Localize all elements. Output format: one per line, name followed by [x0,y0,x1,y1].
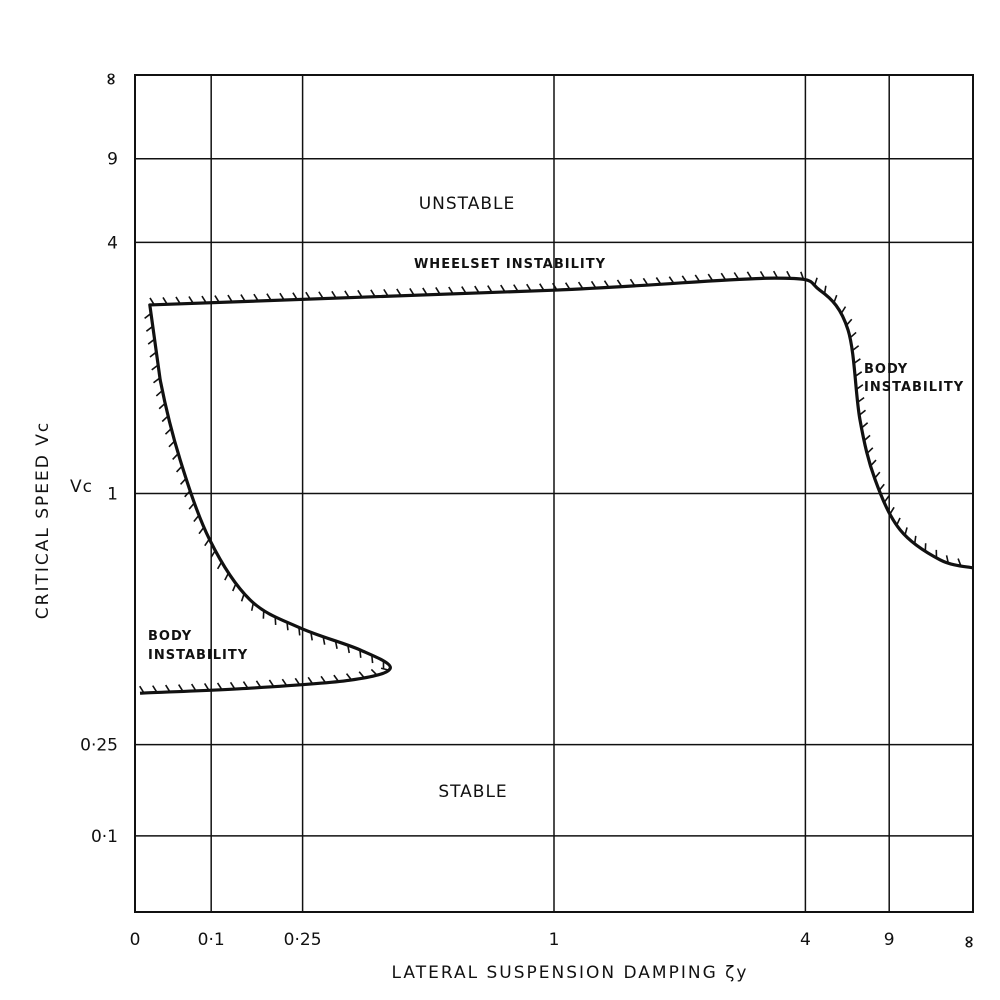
stability-boundary-line [139,276,974,695]
x-tick-labels: 0 0·1 0·25 1 4 9 ∞ [130,930,979,950]
x-tick-label: 0·1 [198,930,225,950]
body-instability-left-label-line1: BODY [148,629,192,644]
body-instability-right-label-line2: INSTABILITY [864,380,964,395]
body-instability-right-label-line1: BODY [864,362,908,377]
grid [135,75,973,912]
plot-frame [134,74,974,913]
x-tick-label: ∞ [959,935,979,949]
y-tick-label: 4 [107,233,118,253]
y-tick-label: 9 [107,150,118,170]
x-tick-label: 1 [549,930,560,950]
x-tick-label: 4 [800,930,811,950]
x-tick-label: 0 [130,930,141,950]
y-tick-label: 0·25 [80,736,118,756]
y-tick-labels: 0·1 0·25 1 4 9 ∞ [80,72,121,847]
y-axis-short-label: Vc [70,477,93,497]
y-tick-label: 0·1 [91,827,118,847]
y-axis-label: CRITICAL SPEED Vc [33,421,53,619]
unstable-label: UNSTABLE [419,194,516,214]
boundary-hatching [139,270,962,694]
y-tick-label: ∞ [101,72,121,86]
x-tick-label: 9 [884,930,895,950]
body-instability-left-label-line2: INSTABILITY [148,648,248,663]
wheelset-instability-label: WHEELSET INSTABILITY [414,257,606,272]
x-tick-label: 0·25 [284,930,322,950]
y-tick-label: 1 [107,485,118,505]
stable-label: STABLE [438,782,507,802]
x-axis-label: LATERAL SUSPENSION DAMPING ζy [392,963,749,983]
